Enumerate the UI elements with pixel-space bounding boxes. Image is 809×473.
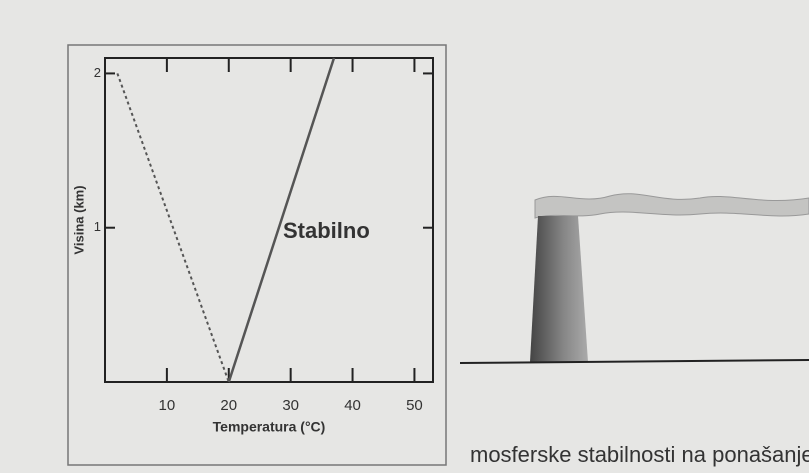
line-series [227, 57, 336, 383]
x-tick-label: 10 [159, 397, 176, 414]
ground-line [459, 359, 809, 364]
y-tick-label: 1 [94, 219, 101, 234]
x-tick-label: 40 [344, 397, 361, 414]
x-axis-label: Temperatura (°C) [213, 419, 326, 435]
caption: mosferske stabilnosti na ponašanje dima [470, 442, 809, 467]
x-tick-label: 20 [220, 397, 237, 414]
smoke [534, 193, 809, 219]
figure-frame [67, 44, 447, 466]
annotation: Stabilno [283, 218, 370, 243]
y-axis-label: Visina (km) [71, 185, 86, 254]
x-tick-label: 50 [406, 397, 423, 414]
y-tick-label: 2 [94, 65, 101, 80]
plot-frame [104, 57, 434, 383]
x-tick-label: 30 [282, 397, 299, 414]
line-series [116, 73, 230, 383]
chimney [530, 216, 588, 362]
